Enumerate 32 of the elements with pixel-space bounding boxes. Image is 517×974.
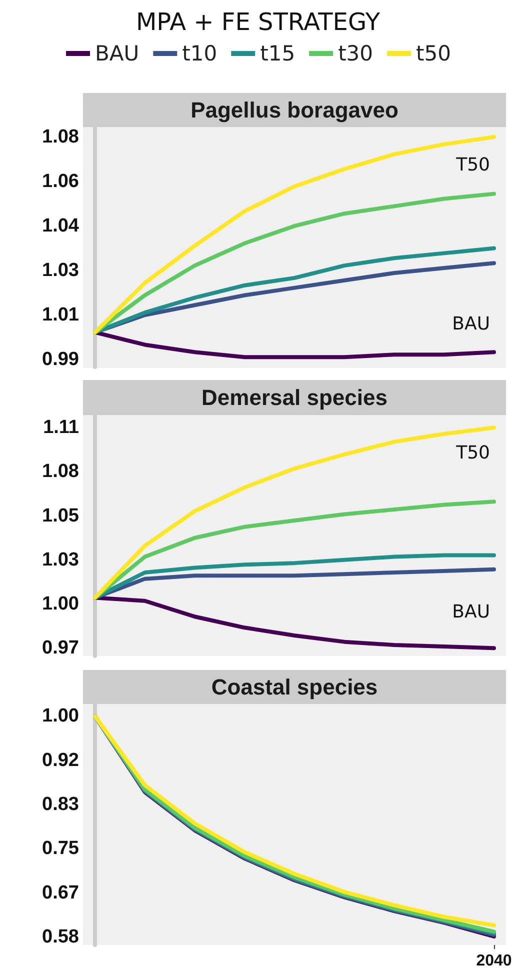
annotation: T50: [455, 154, 490, 176]
y-tick-label: 0.99: [42, 349, 79, 370]
y-tick-label: 1.00: [42, 594, 79, 615]
chart-subtitle: Pagellus boragaveo: [190, 98, 398, 122]
y-tick-label: 1.03: [42, 549, 79, 570]
y-tick-label: 0.83: [42, 794, 79, 816]
annotation: BAU: [452, 602, 490, 622]
annotation: T50: [455, 442, 490, 464]
y-tick-label: 0.75: [42, 838, 80, 860]
y-tick-label: 1.03: [42, 260, 79, 282]
y-tick-label: 1.00: [42, 706, 79, 727]
y-tick-label: 0.97: [42, 638, 79, 659]
y-tick-label: 1.06: [42, 170, 79, 192]
y-tick-label: 0.67: [42, 882, 79, 904]
y-tick-label: 1.08: [42, 461, 79, 482]
legend-label: t30: [338, 42, 374, 66]
y-tick-label: 1.04: [42, 215, 80, 236]
legend-label: t10: [182, 42, 218, 66]
chart-title: MPA + FE STRATEGY: [136, 8, 380, 36]
x-tick-label: 2040: [476, 952, 512, 970]
y-tick-label: 1.08: [42, 126, 79, 148]
chart-title: Coastal species: [211, 674, 378, 700]
legend-label: t15: [260, 42, 296, 66]
legend-label: t50: [416, 42, 451, 66]
y-tick-label: 1.01: [42, 304, 80, 326]
legend-label: BAU: [95, 42, 140, 66]
y-tick-label: 1.05: [42, 505, 80, 526]
y-tick-label: 1.11: [43, 417, 80, 438]
y-tick-label: 0.58: [42, 926, 79, 948]
chart-title: Demersal species: [202, 385, 388, 410]
y-tick-label: 0.92: [42, 750, 79, 771]
annotation: BAU: [452, 314, 490, 334]
